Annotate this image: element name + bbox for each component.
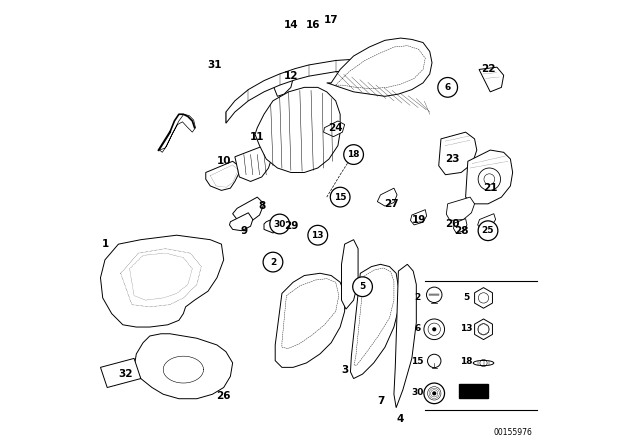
Polygon shape xyxy=(475,319,492,340)
Polygon shape xyxy=(454,219,467,233)
Polygon shape xyxy=(273,72,293,96)
Polygon shape xyxy=(205,161,241,190)
Polygon shape xyxy=(394,264,416,408)
Circle shape xyxy=(428,354,441,368)
Text: 29: 29 xyxy=(284,221,298,231)
Circle shape xyxy=(263,252,283,272)
Text: 20: 20 xyxy=(445,219,460,229)
Polygon shape xyxy=(226,60,360,123)
Text: 26: 26 xyxy=(216,392,231,401)
Polygon shape xyxy=(465,150,513,204)
Text: 4: 4 xyxy=(397,414,404,424)
Circle shape xyxy=(308,225,328,245)
Polygon shape xyxy=(134,334,232,399)
Polygon shape xyxy=(235,146,273,181)
Circle shape xyxy=(344,145,364,164)
Text: 3: 3 xyxy=(341,365,348,375)
Polygon shape xyxy=(439,132,477,175)
Text: 6: 6 xyxy=(414,324,420,333)
Polygon shape xyxy=(159,114,195,152)
Polygon shape xyxy=(230,213,253,231)
Text: 32: 32 xyxy=(118,369,132,379)
Text: 24: 24 xyxy=(328,123,343,133)
Text: 5: 5 xyxy=(463,293,470,302)
Polygon shape xyxy=(342,240,358,309)
Text: 21: 21 xyxy=(483,183,497,193)
Text: 23: 23 xyxy=(445,154,460,164)
Circle shape xyxy=(426,287,442,302)
Text: 30: 30 xyxy=(411,388,424,397)
Text: 27: 27 xyxy=(385,199,399,209)
Polygon shape xyxy=(477,214,495,229)
Text: 7: 7 xyxy=(377,396,384,406)
Polygon shape xyxy=(351,264,398,379)
Polygon shape xyxy=(324,121,344,137)
Circle shape xyxy=(270,214,289,234)
Text: 18: 18 xyxy=(348,150,360,159)
Circle shape xyxy=(438,78,458,97)
Text: 12: 12 xyxy=(284,71,298,81)
Polygon shape xyxy=(479,67,504,92)
Circle shape xyxy=(432,391,436,396)
Polygon shape xyxy=(275,273,344,367)
Text: 22: 22 xyxy=(481,65,495,74)
Text: 2: 2 xyxy=(270,258,276,267)
Text: 18: 18 xyxy=(460,357,473,366)
Text: 17: 17 xyxy=(324,15,339,25)
Circle shape xyxy=(424,383,445,404)
Text: 19: 19 xyxy=(412,215,426,224)
Text: 14: 14 xyxy=(284,20,298,30)
Polygon shape xyxy=(232,197,264,222)
Text: 10: 10 xyxy=(216,156,231,166)
Text: 00155976: 00155976 xyxy=(494,428,532,437)
Text: 2: 2 xyxy=(414,293,420,302)
Polygon shape xyxy=(255,87,340,172)
Ellipse shape xyxy=(473,361,494,366)
Text: 1: 1 xyxy=(102,239,109,249)
Text: 6: 6 xyxy=(445,83,451,92)
Text: 30: 30 xyxy=(273,220,286,228)
Text: 5: 5 xyxy=(360,282,365,291)
Text: 11: 11 xyxy=(250,132,264,142)
Text: 8: 8 xyxy=(258,201,266,211)
Text: 16: 16 xyxy=(306,20,321,30)
Text: 13: 13 xyxy=(312,231,324,240)
Circle shape xyxy=(478,221,498,241)
Text: 28: 28 xyxy=(454,226,468,236)
Polygon shape xyxy=(326,38,432,96)
Text: 9: 9 xyxy=(240,226,248,236)
Text: 15: 15 xyxy=(411,357,424,366)
Circle shape xyxy=(424,319,445,340)
Polygon shape xyxy=(378,188,397,206)
Bar xyxy=(459,384,488,398)
Circle shape xyxy=(353,277,372,297)
Text: 25: 25 xyxy=(482,226,494,235)
Text: 13: 13 xyxy=(460,324,473,333)
Polygon shape xyxy=(100,235,223,327)
Circle shape xyxy=(330,187,350,207)
Polygon shape xyxy=(410,210,427,225)
Polygon shape xyxy=(446,197,474,220)
Text: 15: 15 xyxy=(334,193,346,202)
Circle shape xyxy=(432,327,436,332)
Polygon shape xyxy=(264,215,285,233)
Polygon shape xyxy=(100,358,141,388)
Polygon shape xyxy=(475,288,492,308)
Text: 31: 31 xyxy=(207,60,222,70)
